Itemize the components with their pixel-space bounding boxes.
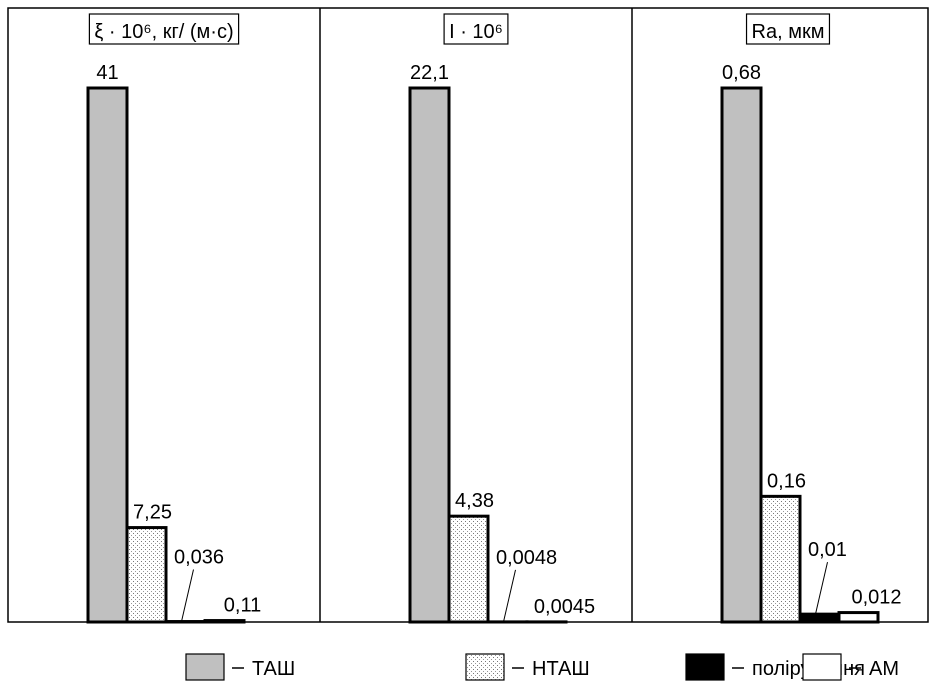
data-label: 7,25 xyxy=(133,502,172,524)
title-box xyxy=(88,13,240,45)
data-label: 0,0048 xyxy=(496,547,557,569)
data-label: 0,036 xyxy=(174,547,224,569)
data-label: 0,11 xyxy=(224,595,261,617)
data-label: 0,0045 xyxy=(534,596,595,618)
bar xyxy=(125,526,168,624)
panel-title: ξ · 10⁶, кг/ (м·с) xyxy=(94,21,233,43)
bar xyxy=(408,86,451,624)
bar xyxy=(447,514,490,624)
data-label: 22,1 xyxy=(410,62,449,84)
data-label: 41 xyxy=(96,62,118,84)
label-leader xyxy=(815,562,828,615)
legend-swatch xyxy=(465,653,505,681)
legend-swatch xyxy=(685,653,725,681)
bar xyxy=(86,86,129,624)
legend-label: ТАШ xyxy=(252,658,295,680)
bar xyxy=(759,494,802,624)
label-leader xyxy=(181,569,194,622)
legend-swatch xyxy=(185,653,225,681)
data-label: 0,16 xyxy=(767,470,806,492)
legend-label: НТАШ xyxy=(532,658,590,680)
panel-title: Ra, мкм xyxy=(752,21,825,43)
label-leader xyxy=(503,569,516,622)
data-label: 0,01 xyxy=(808,539,847,561)
data-label: 4,38 xyxy=(455,490,494,512)
bar xyxy=(798,612,841,624)
panel-title: I · 10⁶ xyxy=(449,21,503,43)
bar xyxy=(837,611,880,624)
bar xyxy=(203,619,246,624)
legend-swatch xyxy=(802,653,842,681)
title-box xyxy=(745,13,831,45)
title-box xyxy=(443,13,509,45)
bar xyxy=(720,86,763,624)
data-label: 0,68 xyxy=(722,62,761,84)
legend-label: АМ xyxy=(869,658,899,680)
data-label: 0,012 xyxy=(851,587,901,609)
